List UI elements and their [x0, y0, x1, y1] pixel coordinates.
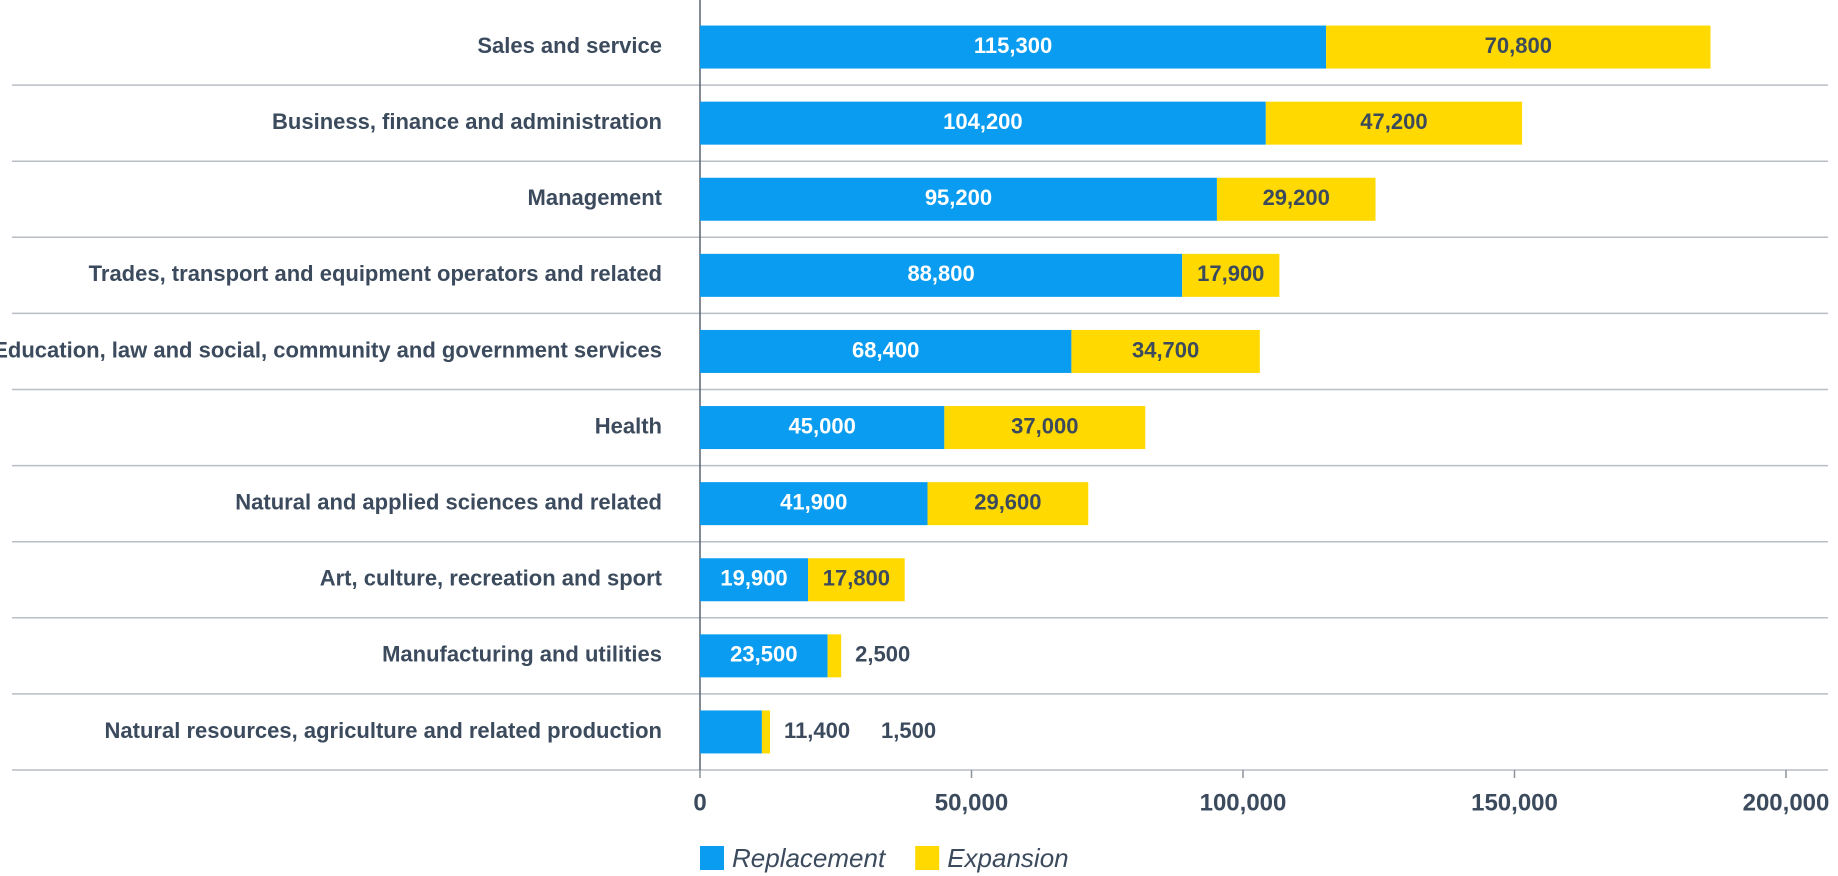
category-label: Natural resources, agriculture and relat…	[105, 718, 662, 743]
value-label: 41,900	[780, 489, 847, 514]
bar-segment	[1216, 177, 1376, 221]
x-tick-label: 0	[693, 789, 706, 816]
x-tick-label: 50,000	[935, 789, 1008, 816]
category-label: Business, finance and administration	[272, 109, 662, 134]
bar-segment	[700, 406, 945, 450]
value-label: 19,900	[720, 566, 787, 591]
category-label: Health	[595, 413, 662, 438]
bar-segment	[944, 406, 1146, 450]
x-tick-label: 100,000	[1200, 789, 1287, 816]
category-label: Sales and service	[477, 33, 662, 58]
bar-segment	[927, 482, 1089, 526]
legend-swatch	[700, 846, 724, 870]
bar-segment	[700, 101, 1266, 145]
bar-segment	[1071, 329, 1260, 373]
value-label: 37,000	[1011, 413, 1078, 438]
value-label: 29,600	[974, 489, 1041, 514]
value-label: 47,200	[1360, 109, 1427, 134]
bar-segment	[808, 558, 905, 602]
category-label: Management	[528, 185, 663, 210]
value-label: 2,500	[855, 642, 910, 667]
value-label: 70,800	[1485, 33, 1552, 58]
bar-segment	[1326, 25, 1711, 69]
bar-segment	[1265, 101, 1523, 145]
bar-segment	[761, 710, 771, 754]
legend-label: Replacement	[732, 843, 887, 873]
value-label: 11,400	[784, 718, 850, 743]
category-label: Trades, transport and equipment operator…	[89, 261, 662, 286]
value-label: 17,800	[823, 566, 890, 591]
value-label: 17,900	[1197, 261, 1264, 286]
value-label: 115,300	[974, 33, 1052, 58]
x-tick-label: 200,000	[1743, 789, 1830, 816]
bar-segment	[700, 177, 1217, 221]
value-label: 23,500	[730, 642, 797, 667]
bar-segment	[700, 634, 828, 678]
category-label: Natural and applied sciences and related	[235, 489, 662, 514]
category-label: Art, culture, recreation and sport	[320, 566, 663, 591]
legend-swatch	[915, 846, 940, 870]
legend-label: Expansion	[947, 843, 1068, 873]
bar-segment	[700, 558, 809, 602]
value-label: 1,500	[881, 718, 936, 743]
value-label: 95,200	[925, 185, 992, 210]
bar-segment	[700, 329, 1072, 373]
x-tick-label: 150,000	[1471, 789, 1558, 816]
value-label: 68,400	[852, 337, 919, 362]
category-label: Manufacturing and utilities	[382, 642, 662, 667]
bar-segment	[700, 253, 1183, 297]
bar-segment	[700, 25, 1327, 69]
category-label: Education, law and social, community and…	[0, 337, 662, 362]
value-label: 34,700	[1132, 337, 1199, 362]
value-label: 45,000	[789, 413, 856, 438]
bar-segment	[827, 634, 842, 678]
bar-segment	[700, 482, 928, 526]
value-label: 104,200	[943, 109, 1023, 134]
value-label: 88,800	[907, 261, 974, 286]
value-label: 29,200	[1263, 185, 1330, 210]
bar-segment	[700, 710, 762, 754]
bar-segment	[1182, 253, 1280, 297]
